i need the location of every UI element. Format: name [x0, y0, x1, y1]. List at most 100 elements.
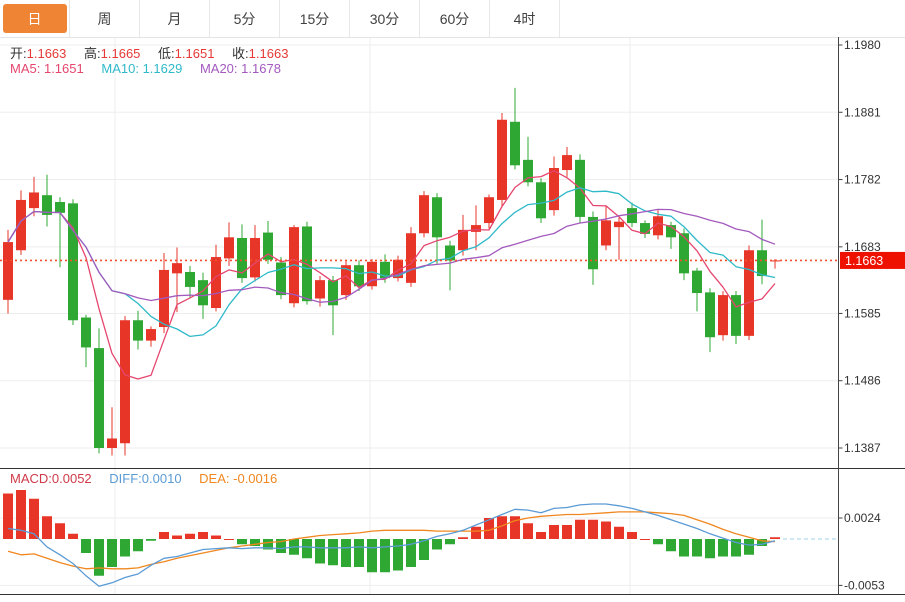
- macd-hist-bar: [627, 532, 637, 539]
- macd-hist-bar: [471, 526, 481, 539]
- ma5-value: 1.1651: [43, 61, 84, 76]
- tab-30min[interactable]: 30分: [350, 0, 420, 37]
- tab-day[interactable]: 日: [0, 0, 70, 37]
- macd-hist-bar: [692, 539, 702, 557]
- ma10-value: 1.1629: [142, 61, 183, 76]
- tab-label: 日: [2, 4, 67, 33]
- macd-hist-bar: [120, 539, 130, 557]
- tab-5min[interactable]: 5分: [210, 0, 280, 37]
- macd-hist-bar: [367, 539, 377, 573]
- macd-hist-bar: [666, 539, 676, 552]
- ma20-label: MA20:: [199, 61, 238, 76]
- macd-hist-bar: [250, 539, 260, 546]
- candle-body: [458, 229, 468, 251]
- candle-body: [614, 221, 624, 228]
- macd-plot[interactable]: [0, 469, 839, 594]
- candlestick-series: [3, 87, 780, 456]
- tab-label: 30分: [369, 10, 400, 27]
- open-label: 开:: [10, 46, 27, 61]
- macd-hist-bar: [159, 532, 169, 539]
- macd-hist-bar: [445, 539, 455, 545]
- macd-hist-bar: [42, 516, 52, 539]
- ma20-value: 1.1678: [241, 61, 281, 76]
- candle-body: [497, 119, 507, 200]
- macd-hist-bar: [224, 539, 234, 540]
- candle-body: [315, 280, 325, 299]
- candle-body: [731, 295, 741, 336]
- candle-body: [16, 199, 26, 251]
- candle-body: [42, 195, 52, 215]
- ma-header: MA5: 1.1651 MA10: 1.1629 MA20: 1.1678: [10, 61, 295, 76]
- tab-label: 15分: [299, 10, 330, 27]
- tab-4hour[interactable]: 4时: [490, 0, 560, 37]
- tab-label: 4时: [513, 10, 536, 27]
- dea-value: -0.0016: [233, 471, 278, 486]
- macd-hist-bar: [640, 539, 650, 540]
- candle-body: [523, 159, 533, 183]
- tab-60min[interactable]: 60分: [420, 0, 490, 37]
- macd-hist-bar: [614, 526, 624, 539]
- candle-body: [81, 317, 91, 348]
- candle-body: [640, 223, 650, 234]
- candle-body: [744, 250, 754, 336]
- macd-hist-bar: [588, 519, 598, 539]
- tab-week[interactable]: 周: [70, 0, 140, 37]
- price-tick-label: 1.1782: [844, 173, 881, 187]
- tab-month[interactable]: 月: [140, 0, 210, 37]
- candle-body: [120, 320, 130, 444]
- macd-hist-bar: [302, 539, 312, 559]
- macd-hist-bar: [653, 539, 663, 545]
- candle-body: [354, 265, 364, 287]
- price-tick-label: 1.1486: [844, 374, 881, 388]
- candle-body: [380, 261, 390, 279]
- candle-body: [627, 208, 637, 224]
- macd-hist-bar: [16, 490, 26, 539]
- price-tick-label: 1.1683: [844, 240, 881, 254]
- macd-hist-bar: [731, 539, 741, 557]
- macd-hist-bar: [432, 539, 442, 550]
- macd-hist-bar: [211, 535, 221, 539]
- macd-tick-label: 0.0024: [844, 511, 881, 525]
- tab-label: 周: [97, 10, 112, 27]
- tab-15min[interactable]: 15分: [280, 0, 350, 37]
- macd-hist-bar: [458, 537, 468, 539]
- price-tick-label: 1.1980: [844, 38, 881, 52]
- close-value: 1.1663: [248, 46, 289, 61]
- candle-body: [666, 225, 676, 238]
- candle-body: [185, 271, 195, 287]
- candle-body: [94, 348, 104, 448]
- macd-hist-bar: [81, 539, 91, 553]
- low-value: 1.1651: [174, 46, 215, 61]
- macd-hist-bar: [510, 516, 520, 539]
- macd-hist-bar: [68, 533, 78, 539]
- macd-hist-bar: [276, 539, 286, 553]
- macd-hist-bar: [549, 525, 559, 539]
- candle-body: [705, 292, 715, 338]
- candle-body: [588, 216, 598, 270]
- diff-value: 0.0010: [141, 471, 182, 486]
- macd-hist-bar: [133, 539, 143, 552]
- macd-hist-bar: [744, 539, 754, 555]
- candle-body: [55, 201, 65, 213]
- macd-hist-bar: [341, 539, 351, 567]
- candle-body: [107, 438, 117, 448]
- candle-body: [549, 168, 559, 211]
- close-label: 收:: [232, 46, 249, 61]
- macd-hist-bar: [770, 537, 780, 539]
- period-tab-bar: 日 周 月 5分 15分 30分 60分 4时: [0, 0, 905, 38]
- candle-body: [536, 182, 546, 219]
- candle-body: [562, 155, 572, 171]
- diff-line: [7, 503, 776, 587]
- tab-label: 60分: [439, 10, 470, 27]
- current-price-badge-value: 1.1663: [845, 254, 883, 268]
- price-tick-label: 1.1585: [844, 306, 881, 320]
- ohlc-header: 开:1.1663 高:1.1665 低:1.1651 收:1.1663: [10, 43, 302, 62]
- macd-hist-bar: [718, 539, 728, 557]
- gridlines: [0, 37, 839, 594]
- candle-body: [172, 263, 182, 274]
- candle-body: [679, 233, 689, 274]
- macd-hist-bar: [497, 516, 507, 539]
- macd-hist-bar: [315, 539, 325, 564]
- candle-body: [484, 197, 494, 224]
- macd-label: MACD:: [10, 471, 52, 486]
